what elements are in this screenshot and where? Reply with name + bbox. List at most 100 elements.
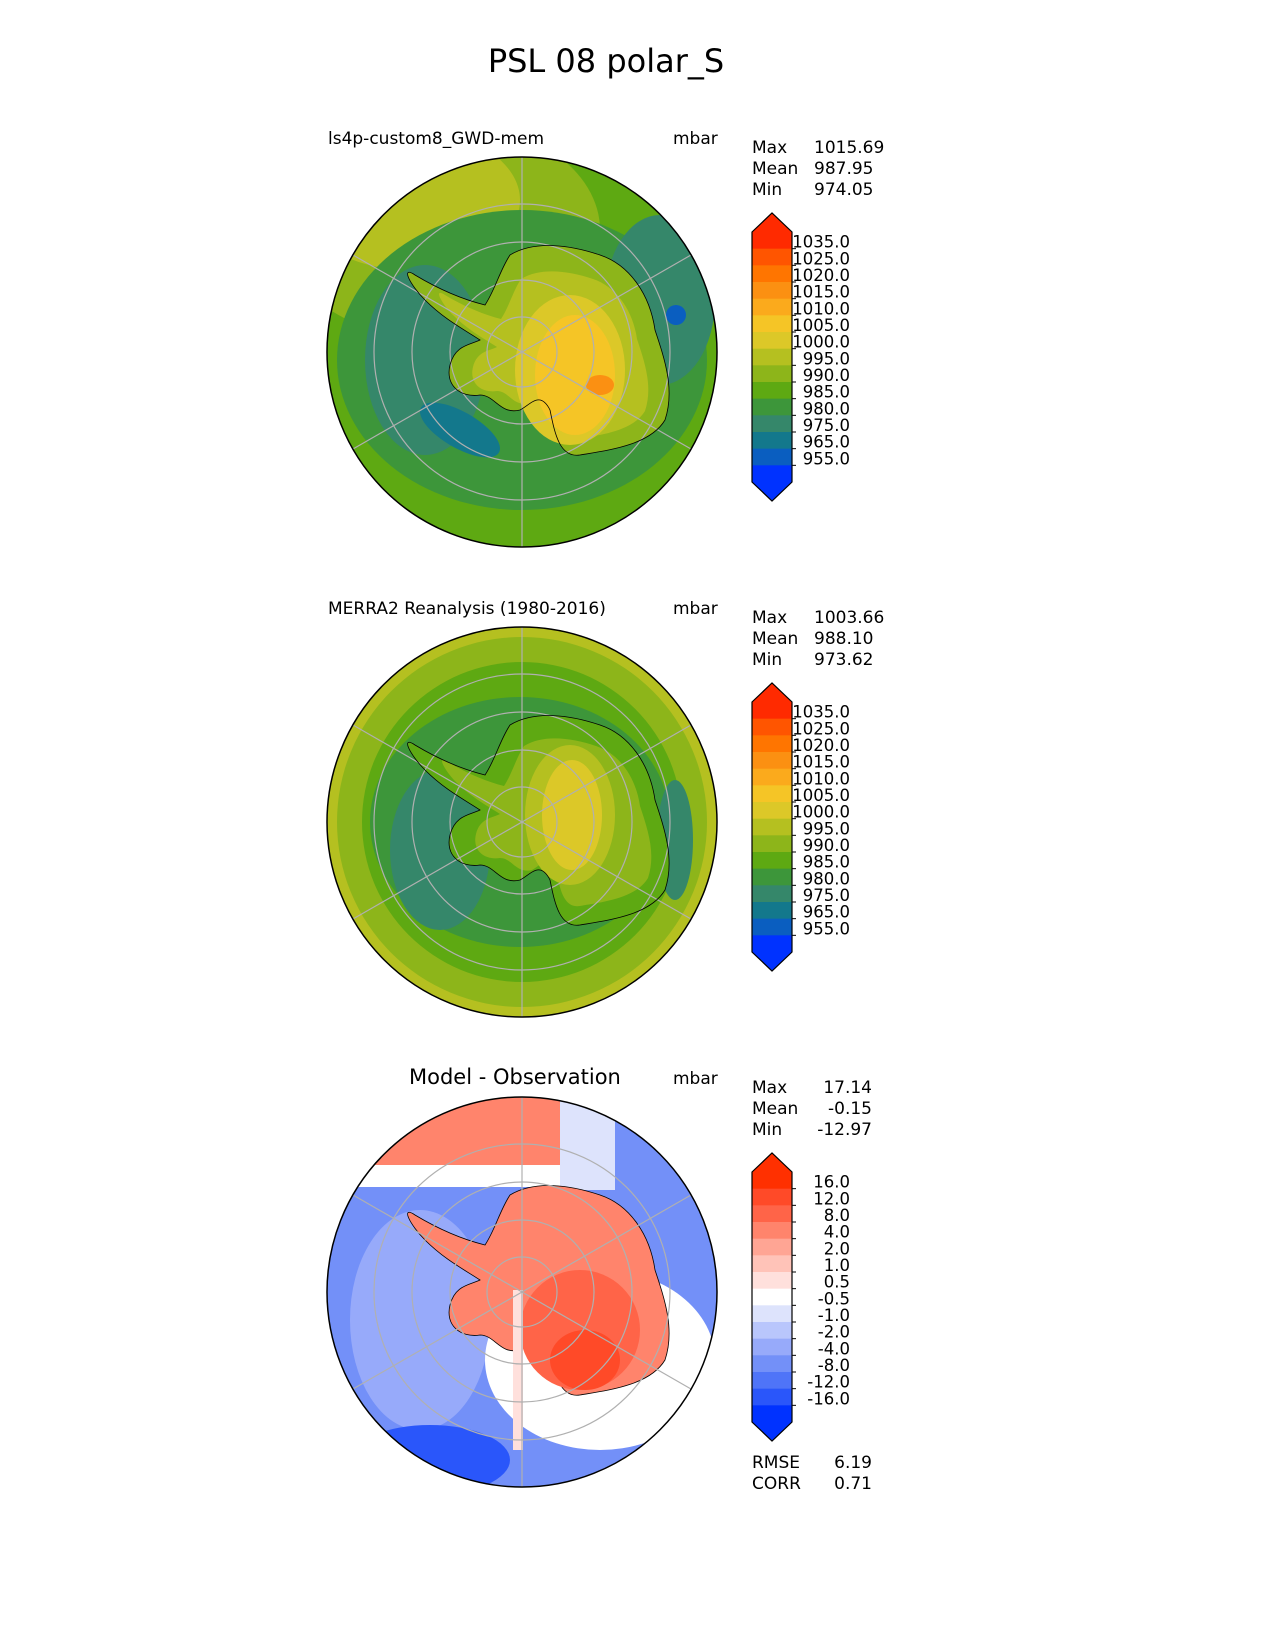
colorbar-band (752, 1305, 792, 1323)
colorbar-band (752, 1222, 792, 1240)
colorbar-tick-label: 1010.0 (792, 769, 850, 788)
colorbars: 1035.01025.01020.01015.01010.01005.01000… (751, 212, 850, 1442)
panel-2-stats: Max 1003.66 Mean 988.10 Min 973.62 (752, 608, 885, 671)
colorbar-tick-label: 12.0 (813, 1189, 850, 1208)
colorbar-band (752, 1372, 792, 1390)
stat-max: 1015.69 (814, 138, 885, 158)
colorbar-tick-label: 2.0 (824, 1239, 850, 1258)
colorbar-extend-max (752, 683, 792, 702)
colorbar-tick-label: 980.0 (803, 869, 850, 888)
metric-label: CORR (752, 1474, 801, 1494)
colorbar-tick-label: -0.5 (818, 1289, 850, 1308)
colorbar-band (752, 885, 792, 903)
colorbar-band (752, 348, 792, 366)
colorbar-tick-label: 990.0 (803, 836, 850, 855)
colorbar-tick-label: 1005.0 (792, 786, 850, 805)
colorbar-extend-min (752, 952, 792, 971)
map-panel-2 (327, 627, 717, 1017)
metric-label: RMSE (752, 1453, 801, 1473)
colorbar-outline (751, 212, 793, 502)
panel-2-units: mbar (673, 599, 718, 619)
colorbar-band (752, 902, 792, 920)
colorbar-band (752, 1272, 792, 1290)
colorbar-tick-label: 16.0 (813, 1173, 850, 1192)
colorbar-band (752, 718, 792, 736)
colorbar-band (752, 448, 792, 466)
colorbar-band (752, 918, 792, 936)
colorbar-tick-label: 1025.0 (792, 719, 850, 738)
colorbar-band (752, 1255, 792, 1273)
colorbar-extend-min (752, 1422, 792, 1441)
colorbar-band (752, 248, 792, 266)
colorbar-tick-label: 1000.0 (792, 333, 850, 352)
panel-1-title: ls4p-custom8_GWD-mem (328, 129, 545, 149)
colorbar-band (752, 398, 792, 416)
stat-label: Min (752, 180, 783, 200)
colorbar-tick-label: 1035.0 (792, 233, 850, 252)
graticule (352, 157, 692, 1487)
metric-corr: 0.71 (834, 1474, 872, 1494)
panel-1-stats: Max 1015.69 Mean 987.95 Min 974.05 (752, 138, 885, 201)
colorbar-tick-label: -2.0 (818, 1323, 850, 1342)
colorbar-band (752, 382, 792, 400)
stat-max: 1003.66 (814, 608, 885, 628)
colorbar-band (752, 1205, 792, 1223)
colorbar-tick-label: 8.0 (824, 1206, 850, 1225)
stat-min: 974.05 (814, 180, 874, 200)
colorbar-tick-label: 1000.0 (792, 803, 850, 822)
colorbar-tick-label: 980.0 (803, 399, 850, 418)
colorbar-band (752, 852, 792, 870)
colorbar-tick-label: 985.0 (803, 383, 850, 402)
colorbar-tick-label: -12.0 (807, 1373, 850, 1392)
colorbar-tick-label: 965.0 (803, 903, 850, 922)
colorbar-tick-label: -4.0 (818, 1339, 850, 1358)
colorbar-tick-label: 1015.0 (792, 283, 850, 302)
colorbar-tick-label: 4.0 (824, 1223, 850, 1242)
stat-label: Mean (752, 1099, 799, 1119)
colorbar-extend-max (752, 213, 792, 232)
stat-label: Max (752, 138, 788, 158)
colorbar-tick-label: 0.5 (824, 1273, 850, 1292)
colorbar-band (752, 1172, 792, 1190)
colorbar-band (752, 702, 792, 720)
map-borders (326, 156, 718, 1488)
colorbar-band (752, 1188, 792, 1206)
colorbar-tick-label: -8.0 (818, 1356, 850, 1375)
stat-label: Max (752, 1078, 788, 1098)
stat-mean: -0.15 (828, 1099, 872, 1119)
panel-3-stats: Max 17.14 Mean -0.15 Min -12.97 (752, 1078, 872, 1141)
colorbar-tick-label: 975.0 (803, 886, 850, 905)
colorbar-tick-label: 1020.0 (792, 266, 850, 285)
colorbar-band (752, 935, 792, 953)
panel-2-title: MERRA2 Reanalysis (1980-2016) (328, 599, 606, 619)
colorbar-band (752, 432, 792, 450)
colorbar-band (752, 282, 792, 300)
colorbar-band (752, 1322, 792, 1340)
panel-3-title: Model - Observation (409, 1065, 621, 1089)
colorbar-tick-label: 990.0 (803, 366, 850, 385)
colorbar-tick-label: 1035.0 (792, 703, 850, 722)
colorbar-band (752, 735, 792, 753)
colorbar-band (752, 818, 792, 836)
stat-label: Mean (752, 159, 799, 179)
figure-title: PSL 08 polar_S (487, 42, 725, 80)
panel-3-units: mbar (673, 1069, 718, 1089)
colorbar-band (752, 1238, 792, 1256)
colorbar-tick-label: 1005.0 (792, 316, 850, 335)
colorbar-outline (751, 682, 793, 972)
stat-min: 973.62 (814, 650, 874, 670)
colorbar-tick-label: 1010.0 (792, 299, 850, 318)
colorbar-band (752, 1388, 792, 1406)
map-panel-3 (327, 1097, 717, 1487)
colorbar-band (752, 332, 792, 350)
colorbar-extend-max (752, 1153, 792, 1172)
colorbar-band (752, 802, 792, 820)
colorbar-tick-label: 995.0 (803, 819, 850, 838)
stat-label: Max (752, 608, 788, 628)
colorbar-band (752, 868, 792, 886)
colorbar-outline (751, 1152, 793, 1442)
colorbar-band (752, 465, 792, 483)
colorbar-band (752, 1338, 792, 1356)
colorbar-band (752, 415, 792, 433)
